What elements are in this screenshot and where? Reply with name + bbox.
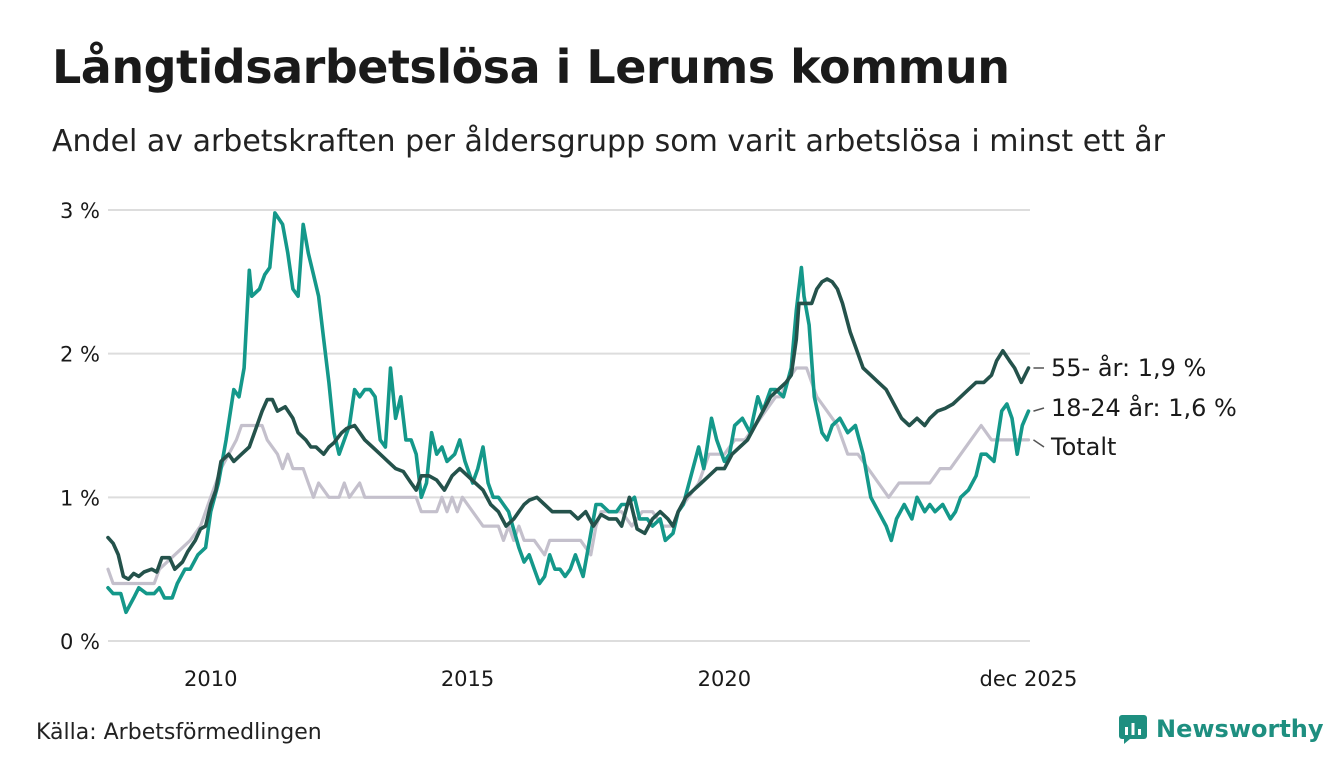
end-label-age55: 55- år: 1,9 % xyxy=(1051,353,1206,382)
brand-name: Newsworthy xyxy=(1156,715,1324,743)
y-tick-label: 2 % xyxy=(60,343,100,367)
x-tick-label: 2015 xyxy=(441,667,494,691)
newsworthy-logo: Newsworthy xyxy=(1118,714,1324,744)
x-tick-label: 2020 xyxy=(698,667,751,691)
line-chart: 0 % 1 % 2 % 3 % 2010 2015 2020 dec 2025 Totalt… xyxy=(60,199,1237,691)
gridlines xyxy=(108,209,1030,642)
series-line-age55 xyxy=(106,277,1031,581)
chart-title: Långtidsarbetslösa i Lerums kommun xyxy=(52,40,1010,94)
end-label-connector xyxy=(1033,407,1045,412)
bar-chart-logo-icon xyxy=(1119,715,1147,744)
y-axis-labels: 0 % 1 % 2 % 3 % xyxy=(60,199,100,654)
x-tick-label: dec 2025 xyxy=(979,667,1077,691)
x-axis-labels: 2010 2015 2020 dec 2025 xyxy=(184,667,1077,691)
y-tick-label: 0 % xyxy=(60,630,100,654)
x-tick-label: 2010 xyxy=(184,667,237,691)
series-line-total xyxy=(106,366,1031,586)
end-label-connector xyxy=(1033,439,1045,448)
series-end-labels: Totalt 18-24 år: 1,6 % 55- år: 1,9 % xyxy=(1033,353,1237,461)
source-note: Källa: Arbetsförmedlingen xyxy=(36,720,322,745)
end-label-age1824: 18-24 år: 1,6 % xyxy=(1051,393,1237,422)
chart-subtitle: Andel av arbetskraften per åldersgrupp s… xyxy=(52,124,1165,159)
end-label-total: Totalt xyxy=(1050,433,1116,461)
y-tick-label: 3 % xyxy=(60,199,100,223)
series-line-age1824 xyxy=(106,211,1031,615)
series-lines xyxy=(106,211,1031,615)
y-tick-label: 1 % xyxy=(60,486,100,510)
